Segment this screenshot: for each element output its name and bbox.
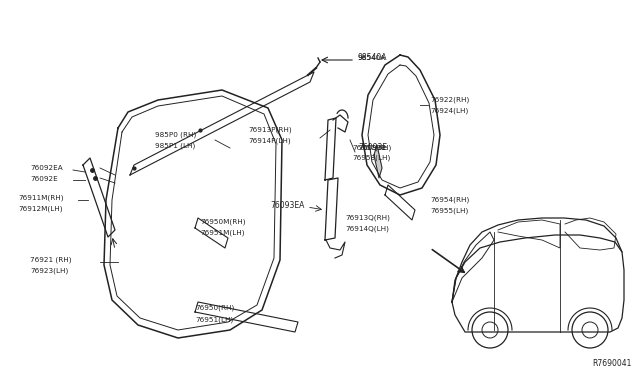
Polygon shape: [83, 158, 115, 237]
Text: 76954(RH): 76954(RH): [430, 197, 469, 203]
Text: 76092E: 76092E: [30, 176, 58, 182]
Text: 76950M(RH): 76950M(RH): [200, 219, 246, 225]
Text: 76924(LH): 76924(LH): [430, 108, 468, 114]
Text: 76957(RH): 76957(RH): [352, 145, 391, 151]
Text: 76093EA: 76093EA: [271, 201, 305, 209]
Text: 985P1 (LH): 985P1 (LH): [155, 143, 195, 149]
Polygon shape: [325, 118, 336, 180]
Text: 76914P(LH): 76914P(LH): [248, 138, 291, 144]
Polygon shape: [195, 218, 228, 248]
Text: 76911M(RH): 76911M(RH): [18, 195, 63, 201]
Text: 76093E: 76093E: [358, 145, 386, 151]
Text: 76092EA: 76092EA: [30, 165, 63, 171]
Text: 76922(RH): 76922(RH): [430, 97, 469, 103]
Text: 98540A: 98540A: [358, 54, 387, 62]
Polygon shape: [374, 145, 382, 178]
Text: 76951(LH): 76951(LH): [195, 317, 233, 323]
Text: 76093E: 76093E: [358, 144, 387, 153]
Text: 76913Q(RH): 76913Q(RH): [345, 215, 390, 221]
Text: 98540A: 98540A: [358, 55, 386, 61]
Text: R7690041: R7690041: [593, 359, 632, 368]
Text: 76923(LH): 76923(LH): [30, 268, 68, 274]
Text: 76913P(RH): 76913P(RH): [248, 127, 292, 133]
Text: 76951M(LH): 76951M(LH): [200, 230, 244, 236]
Polygon shape: [385, 185, 415, 220]
Text: 76958(LH): 76958(LH): [352, 155, 390, 161]
Text: 76950(RH): 76950(RH): [195, 305, 234, 311]
Text: 76912M(LH): 76912M(LH): [18, 206, 63, 212]
Text: 76914Q(LH): 76914Q(LH): [345, 226, 389, 232]
Text: 985P0 (RH): 985P0 (RH): [155, 132, 196, 138]
Polygon shape: [195, 302, 298, 332]
Text: 76955(LH): 76955(LH): [430, 208, 468, 214]
Text: 76921 (RH): 76921 (RH): [30, 257, 72, 263]
Polygon shape: [325, 178, 338, 240]
Polygon shape: [130, 72, 314, 175]
